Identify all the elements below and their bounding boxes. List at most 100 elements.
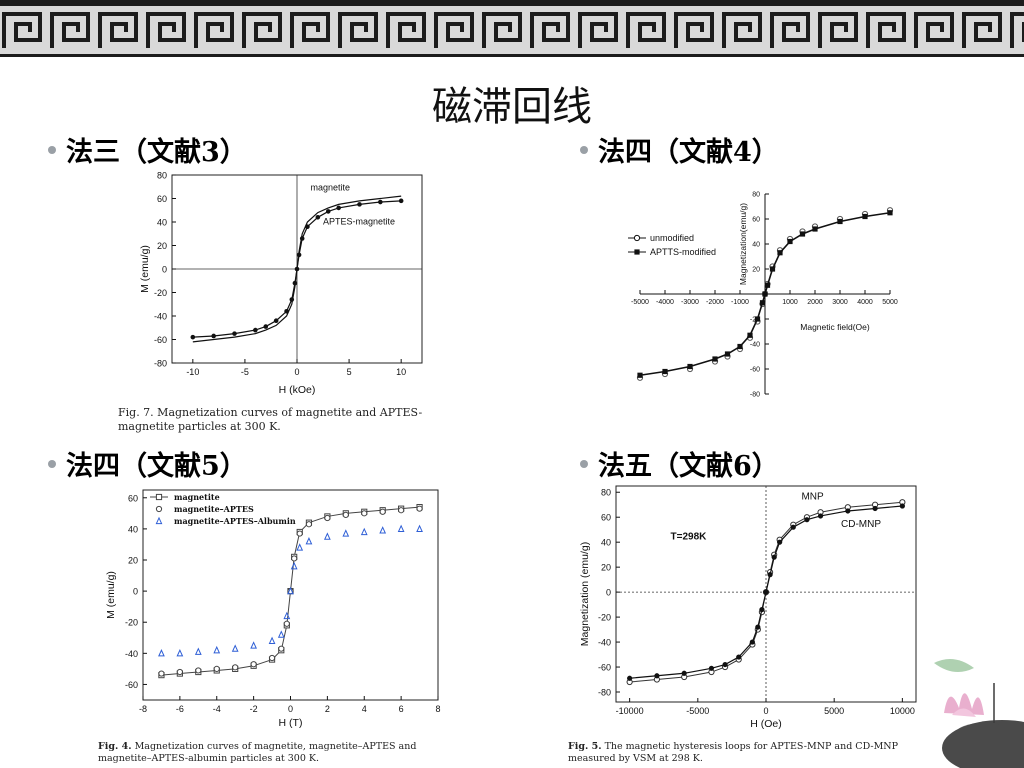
banner-fret-mark [1010, 12, 1024, 48]
y-tick-label: -40 [125, 649, 138, 659]
data-point [762, 291, 768, 297]
data-point [277, 630, 285, 638]
x-tick-label: 6 [399, 704, 404, 714]
data-point [416, 505, 423, 512]
y-tick-label: 60 [128, 493, 138, 503]
data-point [379, 526, 387, 534]
banner-fret-mark [962, 12, 1002, 48]
x-tick-label: 4 [362, 704, 367, 714]
legend-label: magnetite–APTES–Albumin [174, 516, 296, 526]
x-tick-label: 0 [288, 704, 293, 714]
banner-fret-mark [770, 12, 810, 48]
data-point [360, 527, 368, 536]
data-point [213, 665, 220, 672]
data-point [232, 331, 237, 336]
caption-label: Fig. 4. [98, 741, 132, 752]
x-tick-label: 10 [396, 367, 406, 377]
banner-fret-mark [434, 12, 474, 48]
y-tick-label: 0 [162, 265, 167, 275]
x-axis-label: H (kOe) [279, 384, 316, 396]
x-tick-label: -3000 [681, 299, 699, 306]
data-point [283, 611, 291, 620]
heading-text: 法四（文献5） [66, 451, 247, 482]
data-point [712, 356, 718, 362]
x-tick-label: 4000 [857, 299, 873, 306]
data-point [398, 198, 404, 204]
heading-text: 法五（文献6） [598, 451, 779, 482]
data-point [291, 555, 298, 562]
data-point [305, 521, 313, 528]
data-point [379, 508, 386, 515]
heading-text: 法三（文献3） [66, 137, 247, 168]
x-tick-label: 5000 [824, 706, 844, 716]
data-point [263, 324, 269, 329]
data-point [213, 645, 221, 654]
data-point [777, 250, 783, 256]
legend: unmodified APTTS-modified [628, 233, 716, 257]
x-tick-label: 2 [325, 704, 330, 714]
figure-panel-1: -10 -5 0 5 10 -80 -60 -40 -20 0 20 40 60 80 H (kOe) M (… [112, 165, 442, 440]
x-tick-label: 0 [294, 367, 299, 377]
banner-fret-mark [530, 12, 570, 48]
x-tick-label: 5000 [882, 299, 898, 306]
annotation-aptes-magnetite: APTES-magnetite [323, 216, 395, 226]
banner-fret-mark [50, 12, 90, 48]
y-tick-label: 80 [752, 192, 760, 199]
y-axis-label: Magnetization(emu/g) [738, 203, 748, 285]
caption-text: The magnetic hysteresis loops for APTES-… [568, 741, 899, 764]
x-tick-label: -10000 [616, 706, 644, 716]
y-tick-label: -60 [125, 680, 138, 690]
banner-fret-mark [338, 12, 378, 48]
figure-panel-3: -8 -6 -4 -2 0 2 4 6 8 -60 -40 -20 0 20 40 60 H (T) M (emu… [98, 482, 448, 737]
figure-panel-2: -5000 -4000 -3000 -2000 -1000 1000 2000 3000 400… [620, 182, 910, 407]
lotus-ink-decoration [934, 659, 1024, 768]
caption-text: Magnetization curves of magnetite, magne… [98, 741, 417, 764]
x-tick-label: -6 [176, 704, 184, 714]
figure-caption-3: Fig. 4. Magnetization curves of magnetit… [98, 741, 458, 765]
x-tick-label: 1000 [782, 299, 798, 306]
x-axis-label: H (Oe) [750, 718, 782, 730]
bullet-icon [48, 145, 56, 154]
data-point [817, 513, 824, 519]
data-point [253, 327, 258, 333]
y-tick-label: -20 [125, 618, 138, 628]
data-point [637, 372, 643, 378]
y-tick-label: -40 [598, 638, 611, 648]
data-point [284, 309, 289, 314]
data-point [837, 218, 843, 225]
data-point [287, 586, 294, 595]
data-point [759, 607, 765, 613]
x-tick-label: -2 [250, 704, 258, 714]
banner-fret-mark [722, 12, 762, 48]
x-tick-label: 3000 [832, 299, 848, 306]
legend-label: magnetite [174, 492, 220, 502]
data-point [763, 589, 769, 595]
data-point [342, 529, 350, 537]
data-point [292, 280, 298, 286]
data-point [767, 572, 773, 578]
data-point [787, 238, 793, 245]
data-point [342, 511, 349, 518]
data-point [862, 213, 868, 220]
data-point [769, 266, 776, 272]
banner-fret-mark [578, 12, 618, 48]
data-point [361, 510, 368, 517]
data-point [155, 505, 163, 513]
data-point [158, 670, 165, 677]
data-point [687, 363, 693, 370]
y-tick-label: 60 [601, 513, 611, 523]
banner-fret-mark [866, 12, 906, 48]
data-point [268, 636, 276, 644]
data-point [278, 645, 285, 652]
bullet-icon [580, 145, 588, 154]
bullet-icon [48, 459, 56, 468]
data-point [845, 508, 851, 514]
banner-fret-mark [626, 12, 666, 48]
x-axis-label: Magnetic field(Oe) [800, 322, 870, 332]
y-tick-label: 40 [752, 242, 760, 249]
x-tick-label: 0 [763, 706, 768, 716]
data-point [296, 543, 304, 551]
y-tick-label: -40 [750, 342, 760, 349]
